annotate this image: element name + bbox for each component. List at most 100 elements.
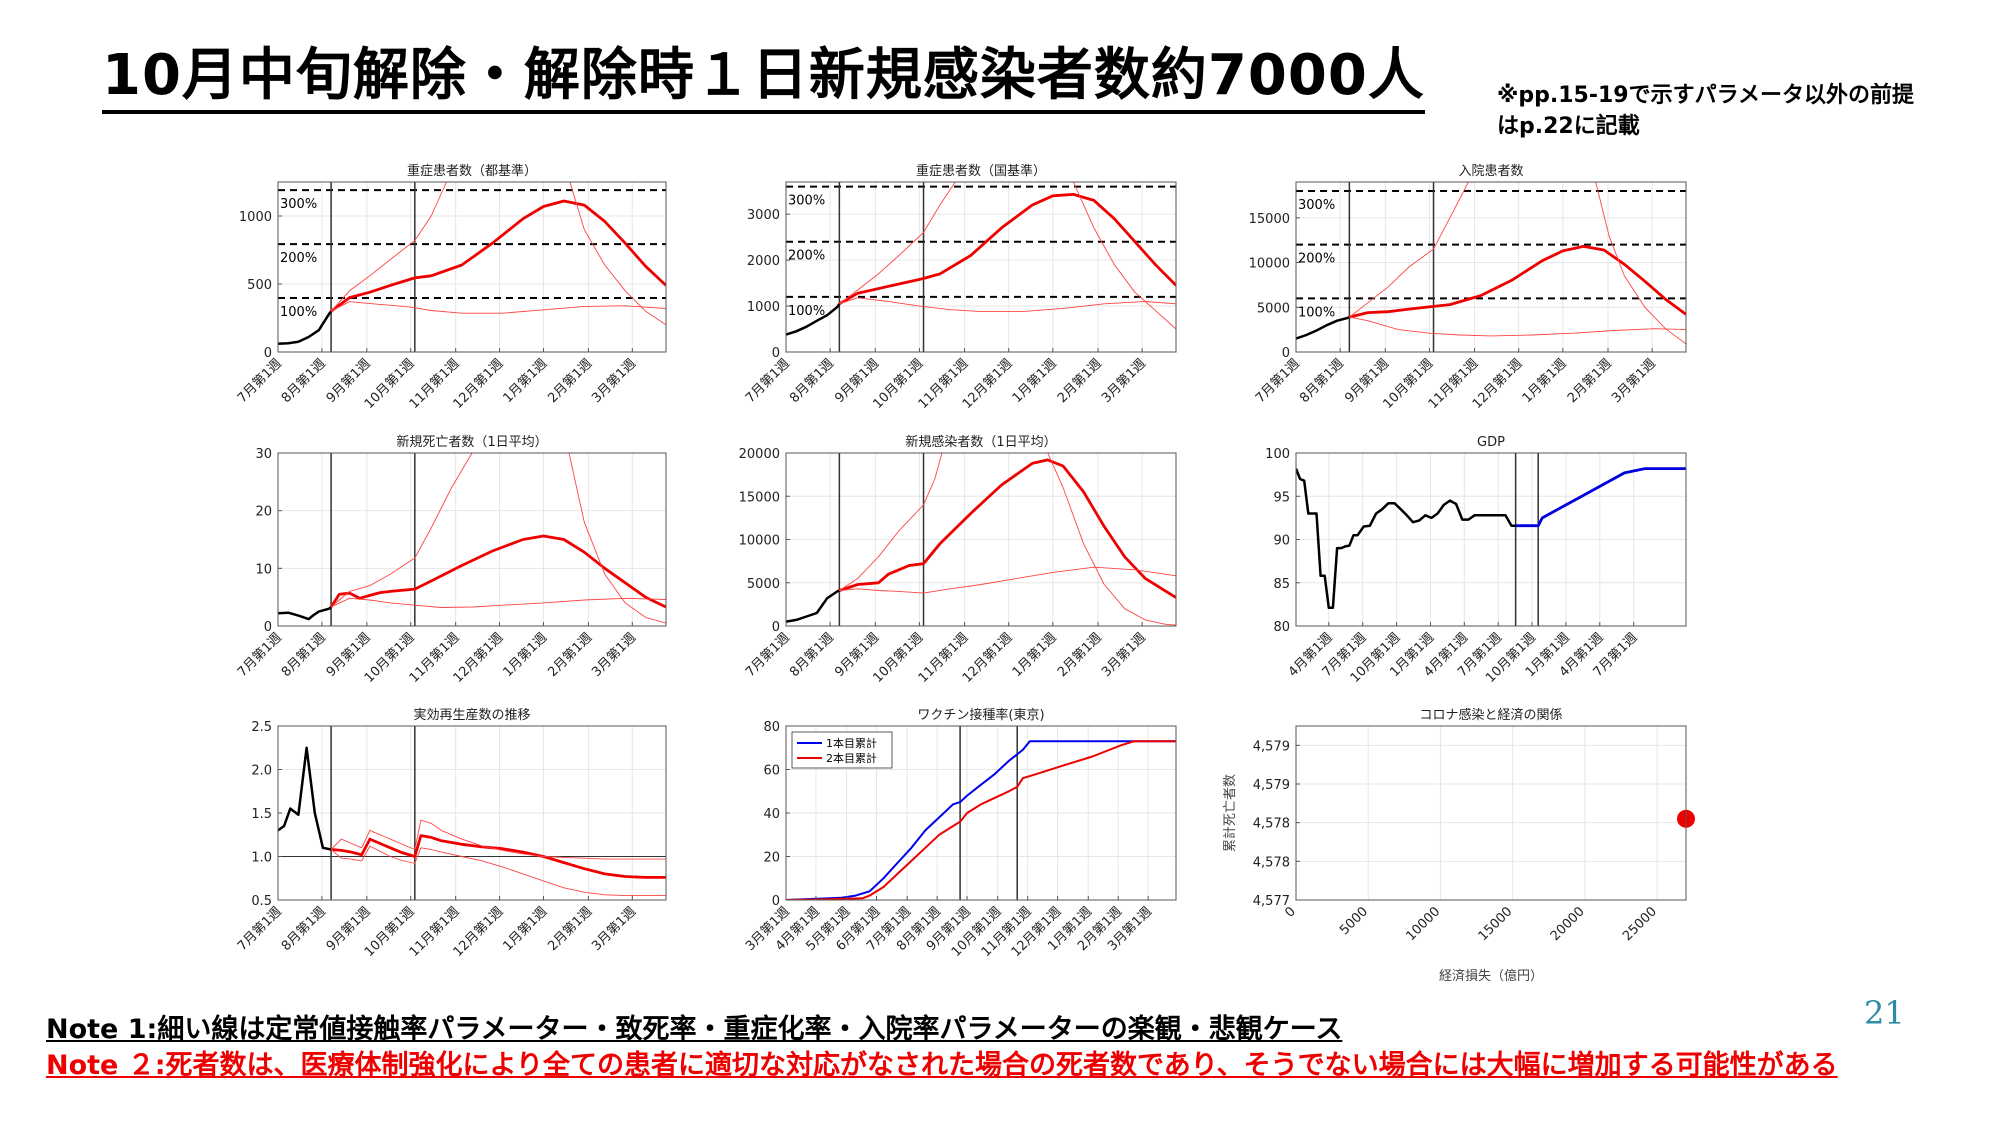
chart-title: 重症患者数（都基準） xyxy=(407,163,537,179)
y-tick-label: 85 xyxy=(1273,577,1290,592)
series-line-band-2 xyxy=(839,182,956,305)
x-tick-label: 20000 xyxy=(1548,904,1588,944)
y-tick-label: 2000 xyxy=(747,254,780,269)
chart-title: 重症患者数（国基準） xyxy=(916,163,1046,179)
plot-content xyxy=(278,726,666,900)
series-line-band-3 xyxy=(1047,453,1176,626)
y-tick-label: 0 xyxy=(772,346,780,361)
y-tick-label: 30 xyxy=(255,447,272,462)
capacity-label: 100% xyxy=(788,304,825,319)
y-tick-label: 500 xyxy=(247,278,272,293)
capacity-label: 200% xyxy=(280,251,317,266)
y-tick-label: 4,579 xyxy=(1253,739,1290,754)
series-line-band-2 xyxy=(330,453,473,608)
x-axis-label: 経済損失（億円） xyxy=(1439,968,1543,984)
note-1: Note 1:細い線は定常値接触率パラメーター・致死率・重症化率・入院率パラメー… xyxy=(46,1014,1343,1045)
series-line-actual-0 xyxy=(786,589,840,623)
series-line-band-4 xyxy=(330,597,666,608)
x-tick-label: 1月第1週 xyxy=(1520,356,1570,406)
series-line-band-3 xyxy=(330,845,666,897)
chart-4: 新規死亡者数（1日平均）01020307月第1週8月第1週9月第1週10月第1週… xyxy=(235,434,667,686)
x-tick-label: 25000 xyxy=(1620,904,1660,944)
x-tick-label: 3月第1週 xyxy=(1609,356,1659,406)
x-tick-label: 2月第1週 xyxy=(1565,356,1615,406)
x-tick-label: 1月第1週 xyxy=(500,356,550,406)
note-2: Note ２:死者数は、医療体制強化により全ての患者に適切な対応がなされた場合の… xyxy=(46,1050,1838,1081)
x-tick-label: 15000 xyxy=(1476,904,1516,944)
plot-frame xyxy=(1295,725,1687,901)
series-line-central-1 xyxy=(330,199,666,313)
series-line-band-3 xyxy=(1595,182,1686,345)
x-tick-label: 8月第1週 xyxy=(787,356,837,406)
y-tick-label: 4,579 xyxy=(1253,778,1290,793)
capacity-label: 200% xyxy=(1298,252,1335,267)
y-tick-label: 10000 xyxy=(739,534,780,549)
series-line-band-3 xyxy=(568,453,666,624)
y-tick-label: 20 xyxy=(255,505,272,520)
y-tick-label: 1.0 xyxy=(251,851,272,866)
chart-9: コロナ感染と経済の関係 4,577 4,578 4,578 4,579 4,579 0 500… xyxy=(1222,707,1695,984)
x-tick-label: 7月第1週 xyxy=(743,356,793,406)
y-tick-label: 80 xyxy=(1273,620,1290,635)
legend-entry: 2本目累計 xyxy=(826,751,877,765)
plot-frame xyxy=(1295,181,1687,353)
plot-content xyxy=(1296,453,1686,626)
y-tick-label: 0 xyxy=(264,346,272,361)
x-tick-label: 7月第1週 xyxy=(235,904,285,954)
x-tick-label: 3月第1週 xyxy=(1099,356,1149,406)
y-tick-label: 0 xyxy=(264,620,272,635)
chart-3: 300% 200% 100% 入院患者数 0 5000 10000 15000 7月第1週8月第… xyxy=(1249,164,1687,412)
series-line-band-2 xyxy=(330,819,666,860)
legend-box xyxy=(791,731,893,769)
chart-5: 新規感染者数（1日平均） 0 5000 10000 15000 20000 7月第1週8月第… xyxy=(739,434,1177,686)
y-tick-label: 0.5 xyxy=(251,894,272,909)
capacity-label: 100% xyxy=(280,305,317,320)
x-tick-label: 2月第1週 xyxy=(545,904,595,954)
x-tick-label: 3月第1週 xyxy=(589,630,639,680)
page-number: 21 xyxy=(1864,994,1905,1032)
x-tick-label: 10000 xyxy=(1403,904,1443,944)
x-tick-label: 8月第1週 xyxy=(279,630,329,680)
series-line-central-1 xyxy=(838,458,1176,599)
capacity-label: 300% xyxy=(788,194,825,209)
series-line-central-1 xyxy=(1349,244,1686,319)
series-line-band-2 xyxy=(839,453,943,591)
x-tick-label: 2月第1週 xyxy=(1055,356,1105,406)
y-axis-label: 累計死亡者数 xyxy=(1222,774,1238,852)
y-tick-label: 1.5 xyxy=(251,807,272,822)
series-line-gdp_future-1 xyxy=(1515,467,1686,528)
chart-title: 入院患者数 xyxy=(1458,164,1523,179)
series-line-band-3 xyxy=(569,182,666,326)
y-tick-label: 10000 xyxy=(1249,257,1290,272)
x-tick-label: 1月第1週 xyxy=(1010,356,1060,406)
legend-entry: 1本目累計 xyxy=(826,736,877,750)
plot-content xyxy=(786,726,1176,900)
x-tick-label: 5000 xyxy=(1337,904,1371,938)
y-tick-label: 0 xyxy=(772,620,780,635)
y-tick-label: 0 xyxy=(772,894,780,909)
series-line-actual-0 xyxy=(1296,468,1516,610)
x-tick-label: 1月第1週 xyxy=(1010,630,1060,680)
x-tick-label: 2月第1週 xyxy=(1055,630,1105,680)
y-tick-label: 4,578 xyxy=(1253,817,1290,832)
plot-area xyxy=(278,182,666,352)
series-line-actual-0 xyxy=(278,310,333,346)
plot-frame xyxy=(277,452,667,627)
series-line-band-4 xyxy=(1349,316,1686,337)
y-tick-label: 0 xyxy=(1282,346,1290,361)
plot-content xyxy=(786,182,1176,352)
x-tick-label: 3月第1週 xyxy=(589,356,639,406)
series-line-actual-0 xyxy=(786,303,841,336)
series-line-band-4 xyxy=(839,566,1176,594)
x-tick-label: 3月第1週 xyxy=(1099,630,1149,680)
assumption-note: ※pp.15-19で示すパラメータ以外の前提はp.22に記載 xyxy=(1497,83,1914,139)
chart-7: 実効再生産数の推移0.51.01.52.02.57月第1週8月第1週9月第1週1… xyxy=(235,707,667,960)
x-tick-label: 2月第1週 xyxy=(545,630,595,680)
y-tick-label: 20 xyxy=(763,851,780,866)
x-tick-label: 8月第1週 xyxy=(279,356,329,406)
y-tick-label: 20000 xyxy=(739,447,780,462)
x-tick-label: 8月第1週 xyxy=(787,630,837,680)
y-tick-label: 5000 xyxy=(1257,301,1290,316)
series-line-actual-0 xyxy=(278,746,332,851)
